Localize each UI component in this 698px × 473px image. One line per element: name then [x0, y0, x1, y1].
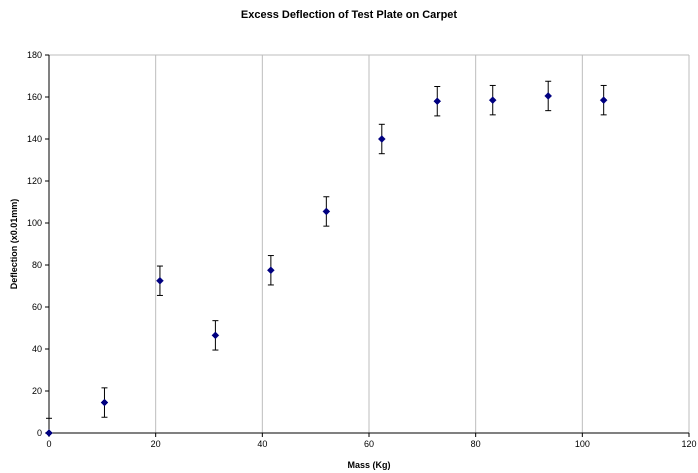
- data-point-9: [544, 92, 553, 100]
- data-point-2: [156, 276, 164, 285]
- data-point-6: [377, 135, 386, 143]
- y-tick-label-8: 160: [27, 92, 42, 102]
- tick-label-layer: 0 20 40 60 80 100 120 140 160 180 0 20 40 60 80 100 120: [27, 50, 697, 449]
- x-tick-label-1: 20: [151, 439, 161, 449]
- x-tick-label-0: 0: [46, 439, 51, 449]
- y-axis-label: Deflection (x0.01mm): [9, 199, 19, 290]
- axis-layer: [45, 54, 690, 437]
- x-tick-label-2: 40: [257, 439, 267, 449]
- x-axis-label: Mass (Kg): [347, 460, 390, 470]
- y-tick-label-1: 20: [32, 386, 42, 396]
- data-point-0: [45, 429, 53, 437]
- x-tick-label-3: 60: [364, 439, 374, 449]
- error-bar-layer: [46, 80, 607, 433]
- x-tick-label-5: 100: [575, 439, 590, 449]
- y-tick-label-7: 140: [27, 134, 42, 144]
- y-tick-label-6: 120: [27, 176, 42, 186]
- data-point-8: [488, 96, 497, 105]
- y-tick-label-4: 80: [32, 260, 42, 270]
- data-point-3: [211, 331, 220, 340]
- y-tick-label-5: 100: [27, 218, 42, 228]
- y-tick-label-0: 0: [37, 428, 42, 438]
- x-tick-label-6: 120: [681, 439, 696, 449]
- y-tick-label-3: 60: [32, 302, 42, 312]
- data-point-layer: [45, 92, 608, 437]
- chart-title: Excess Deflection of Test Plate on Carpe…: [240, 9, 458, 21]
- data-point-5: [322, 207, 331, 216]
- data-point-4: [267, 266, 275, 275]
- grid-layer: [49, 54, 690, 433]
- data-point-7: [433, 97, 442, 106]
- data-point-10: [599, 96, 608, 105]
- y-tick-label-9: 180: [27, 50, 42, 60]
- data-point-1: [100, 398, 109, 407]
- x-tick-label-4: 80: [471, 439, 481, 449]
- y-tick-label-2: 40: [32, 344, 42, 354]
